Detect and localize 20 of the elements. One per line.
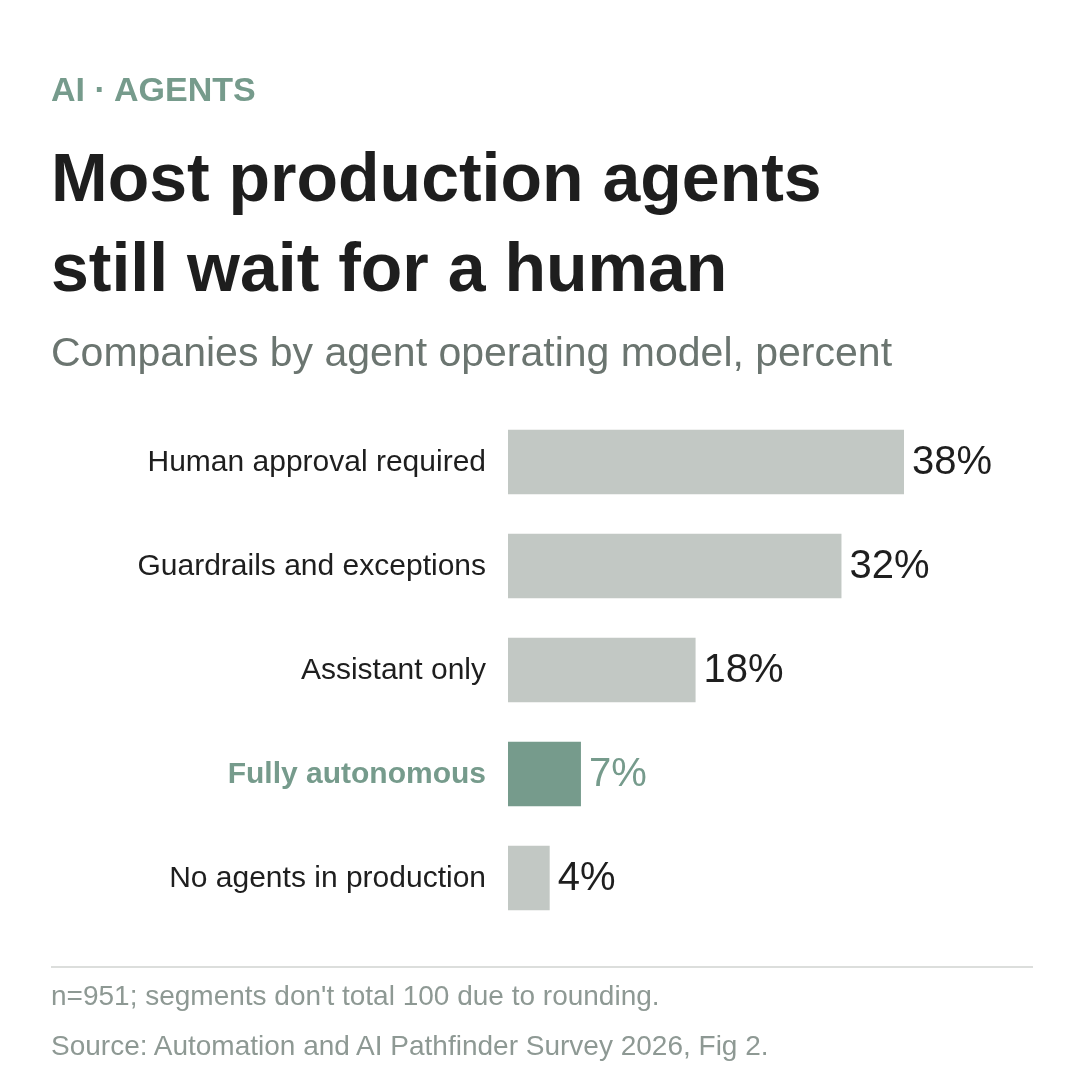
y-tick-label: Guardrails and exceptions bbox=[137, 548, 486, 581]
text: n=951; segments don't total 100 due to rounding. bbox=[51, 980, 660, 1011]
y-tick-label: Human approval required bbox=[147, 444, 486, 477]
bar bbox=[508, 845, 550, 911]
chart-title: Most production agents still wait for a human bbox=[51, 139, 822, 305]
bar bbox=[508, 637, 696, 703]
data-label: 7% bbox=[588, 750, 647, 794]
y-tick-label: Fully autonomous bbox=[227, 756, 486, 789]
y-tick-label: No agents in production bbox=[169, 860, 486, 893]
bar bbox=[508, 429, 904, 495]
bar bbox=[508, 533, 842, 599]
source-note: Source: Automation and AI Pathfinder Survey 2026, Fig 2. bbox=[51, 1030, 769, 1061]
data-label: 32% bbox=[849, 542, 930, 586]
bar bbox=[508, 741, 581, 807]
data-label: 18% bbox=[703, 646, 784, 690]
y-tick-label: Assistant only bbox=[300, 652, 486, 685]
text: AI · AGENTS bbox=[51, 70, 256, 108]
data-label: 4% bbox=[557, 854, 616, 898]
chart-subtitle: Companies by agent operating model, percent bbox=[51, 329, 893, 375]
data-label: 38% bbox=[912, 438, 993, 482]
